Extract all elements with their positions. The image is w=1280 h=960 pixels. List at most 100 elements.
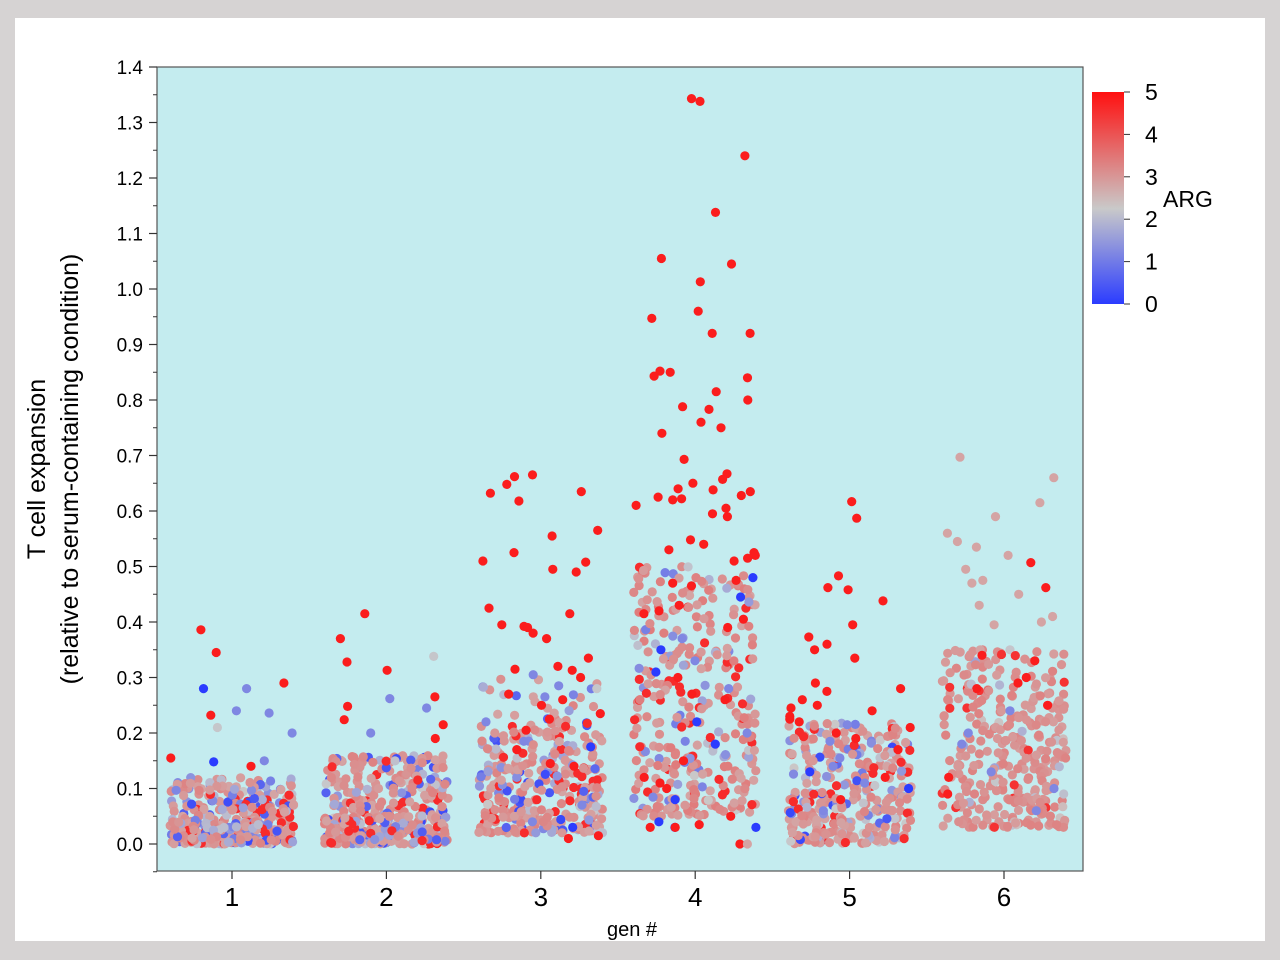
data-point xyxy=(849,789,859,799)
data-point xyxy=(249,793,259,804)
data-point xyxy=(971,815,981,825)
data-point xyxy=(568,690,579,700)
data-point xyxy=(387,826,397,836)
data-point xyxy=(509,548,519,558)
data-point xyxy=(344,826,354,836)
data-point xyxy=(189,825,199,835)
data-point xyxy=(839,727,849,738)
data-point xyxy=(174,817,184,827)
data-point xyxy=(665,367,675,377)
data-point xyxy=(651,679,661,689)
data-point xyxy=(695,810,705,821)
data-point xyxy=(1047,737,1057,747)
data-point xyxy=(563,833,574,844)
data-point xyxy=(1059,789,1069,799)
data-point xyxy=(527,470,538,480)
data-point xyxy=(787,749,797,759)
data-point xyxy=(785,714,795,724)
data-point xyxy=(1041,754,1051,764)
data-point xyxy=(528,670,538,680)
data-point xyxy=(339,780,349,791)
data-point xyxy=(537,785,547,795)
data-point xyxy=(550,749,560,759)
data-point xyxy=(477,736,487,746)
data-point xyxy=(1021,715,1032,725)
data-point xyxy=(394,776,404,786)
data-point xyxy=(974,600,984,610)
data-point xyxy=(902,808,913,818)
data-point xyxy=(366,773,376,784)
data-point xyxy=(905,815,916,826)
data-point xyxy=(979,787,989,797)
data-point xyxy=(417,827,427,837)
data-point xyxy=(995,725,1006,735)
data-point xyxy=(993,802,1003,812)
data-point xyxy=(833,571,844,581)
data-point xyxy=(169,806,179,817)
data-point xyxy=(287,728,297,738)
data-point xyxy=(1048,666,1058,676)
data-point xyxy=(668,631,678,641)
data-point xyxy=(684,649,694,659)
data-point xyxy=(815,752,825,762)
data-point xyxy=(971,542,982,552)
data-points xyxy=(165,94,1071,849)
data-point xyxy=(1058,737,1068,747)
data-point xyxy=(524,768,534,778)
data-point xyxy=(689,770,700,781)
data-point xyxy=(286,774,296,784)
data-point xyxy=(726,811,736,821)
data-point xyxy=(490,805,500,815)
data-point xyxy=(398,818,408,828)
data-point xyxy=(1041,673,1051,683)
data-point xyxy=(986,767,996,777)
y-axis-label-line2: (relative to serum-containing condition) xyxy=(56,254,84,685)
data-point xyxy=(680,800,690,810)
data-point xyxy=(219,822,229,833)
data-point xyxy=(211,647,221,658)
data-point xyxy=(879,836,890,847)
data-point xyxy=(514,496,524,506)
data-point xyxy=(1020,700,1030,710)
y-tick-label-5: 0.5 xyxy=(117,558,143,579)
data-point xyxy=(1060,815,1070,826)
data-point xyxy=(557,828,567,838)
data-point xyxy=(437,790,447,800)
data-point xyxy=(491,744,501,754)
data-point xyxy=(547,827,557,838)
data-point xyxy=(834,739,844,749)
data-point xyxy=(679,454,689,464)
data-point xyxy=(198,684,209,694)
data-point xyxy=(528,628,538,638)
data-point xyxy=(553,661,563,672)
data-point xyxy=(737,699,748,709)
y-tick-label-3: 0.3 xyxy=(117,669,143,690)
data-point xyxy=(1003,821,1013,831)
data-point xyxy=(996,706,1007,716)
data-point xyxy=(895,798,905,808)
data-point xyxy=(673,779,683,790)
data-point xyxy=(972,719,982,729)
data-point xyxy=(869,763,879,773)
data-point xyxy=(1023,745,1033,755)
data-point xyxy=(794,717,804,727)
data-point xyxy=(279,678,289,688)
data-point xyxy=(279,807,290,817)
data-point xyxy=(963,728,973,738)
data-point xyxy=(407,820,417,830)
data-point xyxy=(579,786,589,797)
data-point xyxy=(496,775,506,785)
data-point xyxy=(564,706,574,716)
data-point xyxy=(697,576,707,587)
y-tick-label-0: 0.0 xyxy=(117,835,143,856)
data-point xyxy=(356,806,366,816)
data-point xyxy=(634,663,644,674)
data-point xyxy=(977,650,987,660)
data-point xyxy=(1013,678,1023,688)
data-point xyxy=(1049,783,1059,794)
data-point xyxy=(341,839,351,849)
data-point xyxy=(478,556,488,566)
data-point xyxy=(544,714,555,724)
data-point xyxy=(888,763,898,773)
y-tick-label-1: 0.1 xyxy=(117,780,143,801)
